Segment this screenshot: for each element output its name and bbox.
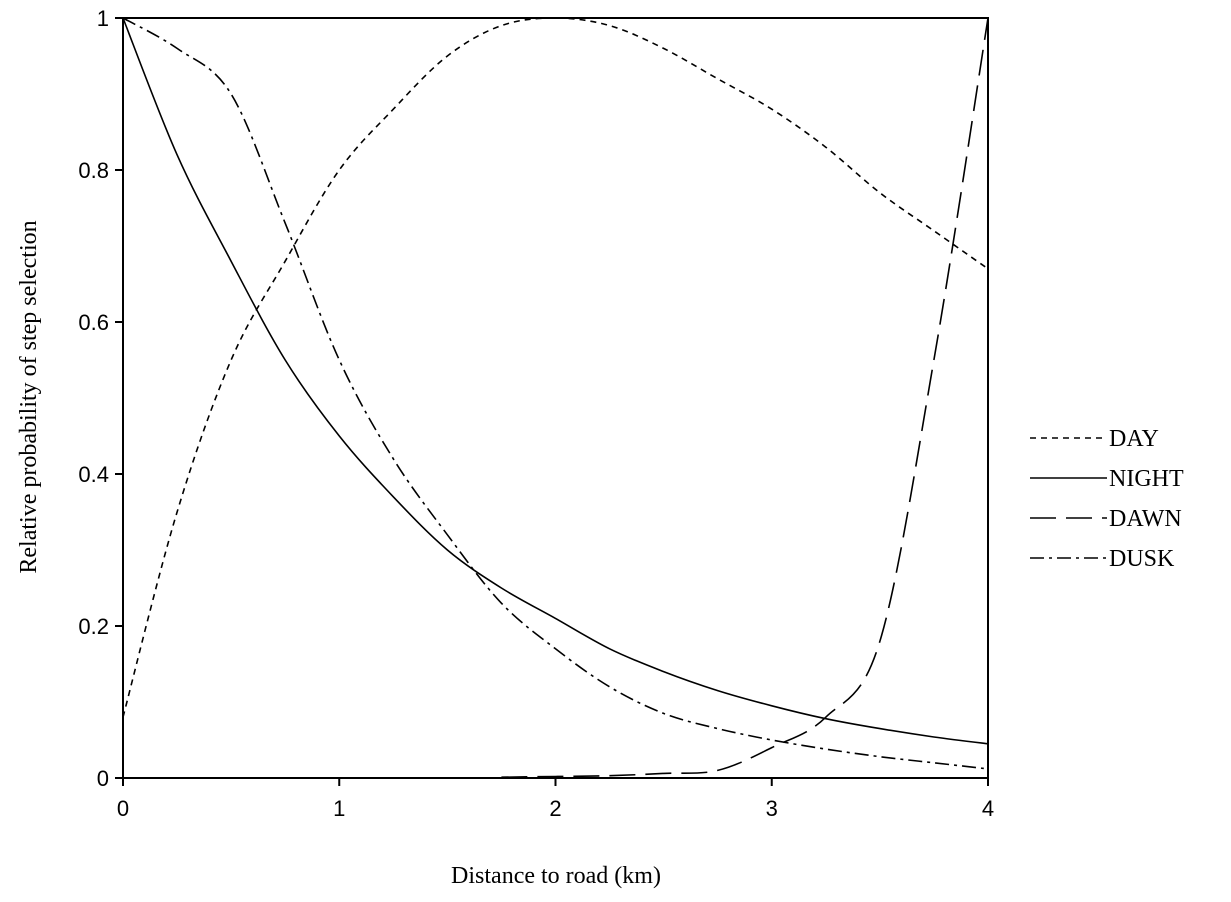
y-axis-title: Relative probability of step selection	[16, 220, 42, 573]
legend-label-dusk: DUSK	[1109, 546, 1175, 572]
plot-border	[122, 17, 989, 779]
legend-label-day: DAY	[1109, 426, 1159, 452]
y-tick-label: 0.4	[78, 462, 109, 487]
series-lines	[122, 17, 989, 778]
x-axis-title: Distance to road (km)	[451, 863, 661, 889]
y-tick-label: 1	[97, 6, 109, 31]
y-tick-label: 0.6	[78, 310, 109, 335]
x-tick-label: 1	[333, 796, 345, 821]
x-tick-label: 3	[766, 796, 778, 821]
series-line-night	[122, 17, 989, 745]
y-axis: 0 0.2 0.4 0.6 0.8 1	[78, 6, 123, 791]
series-line-dawn	[501, 17, 989, 778]
y-tick-label: 0	[97, 766, 109, 791]
x-axis: 0 1 2 3 4	[117, 778, 994, 821]
legend-label-night: NIGHT	[1109, 466, 1184, 492]
series-line-dusk	[122, 17, 989, 770]
y-tick-label: 0.8	[78, 158, 109, 183]
y-tick-label: 0.2	[78, 614, 109, 639]
series-line-day	[122, 17, 989, 718]
x-tick-label: 2	[549, 796, 561, 821]
legend: DAY NIGHT DAWN DUSK	[1030, 426, 1184, 572]
plot-area	[122, 17, 989, 779]
x-tick-label: 0	[117, 796, 129, 821]
x-tick-label: 4	[982, 796, 994, 821]
legend-label-dawn: DAWN	[1109, 506, 1182, 532]
